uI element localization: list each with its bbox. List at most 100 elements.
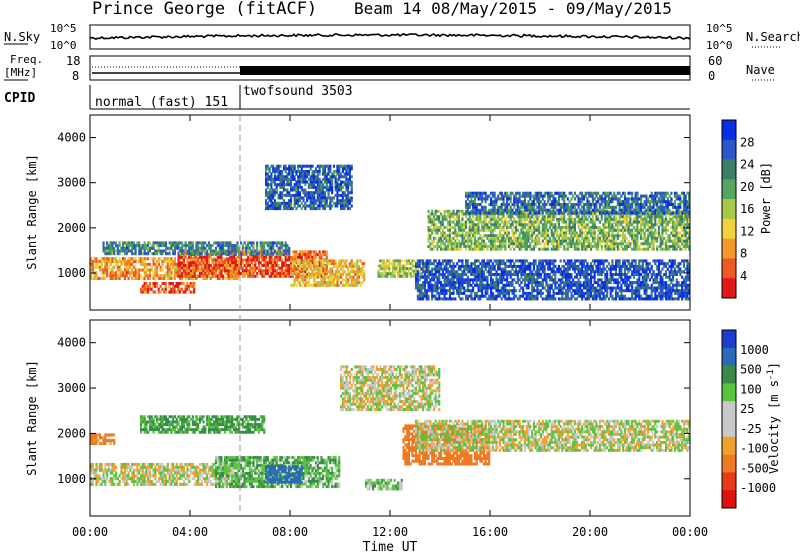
heatmap-cell [606,236,609,240]
heatmap-cell [170,276,173,280]
heatmap-cell [186,258,189,262]
heatmap-cell [284,188,287,192]
heatmap-cell [547,239,550,243]
heatmap-cell [665,247,668,251]
heatmap-cell [265,175,268,179]
heatmap-cell [527,194,530,198]
heatmap-cell [279,204,282,208]
heatmap-cell [220,255,223,259]
heatmap-cell [550,191,553,195]
heatmap-cell [266,191,269,195]
heatmap-cell [123,260,126,264]
heatmap-cell [129,244,132,248]
heatmap-cell [627,200,630,204]
heatmap-cell [515,231,518,235]
heatmap-cell [243,253,246,257]
heatmap-cell [450,247,453,251]
heatmap-cell [473,197,476,201]
heatmap-cell [672,217,675,221]
heatmap-cell [195,244,198,248]
heatmap-cell [559,239,562,243]
heatmap-cell [506,208,509,212]
heatmap-cell [291,283,294,287]
heatmap-cell [613,239,616,243]
heatmap-cell [581,209,584,213]
heatmap-cell [345,183,348,187]
heatmap-cell [340,267,343,271]
heatmap-cell [543,215,546,219]
heatmap-cell [656,245,659,248]
heatmap-cell [566,228,569,232]
heatmap-cell [582,245,585,248]
heatmap-cell [323,196,326,200]
heatmap-cell [552,208,555,212]
heatmap-cell [186,249,189,253]
heatmap-cell [429,217,432,221]
heatmap-cell [254,269,257,273]
heatmap-cell [323,164,326,168]
heatmap-cell [393,269,396,273]
heatmap-cell [507,208,510,212]
heatmap-cell [672,245,675,248]
heatmap-cell [223,269,226,273]
heatmap-cell [327,278,330,282]
heatmap-cell [479,247,482,251]
heatmap-cell [570,231,573,235]
heatmap-cell [677,236,680,240]
heatmap-cell [329,267,332,271]
heatmap-cell [590,245,593,248]
heatmap-cell [216,252,219,256]
heatmap-cell [236,255,239,259]
heatmap-cell [115,249,118,253]
heatmap-cell [602,208,605,212]
heatmap-cell [432,220,435,224]
heatmap-cell [331,191,334,195]
heatmap-cell [547,200,550,204]
heatmap-cell [673,234,676,238]
heatmap-cell [563,220,566,224]
heatmap-cell [138,271,141,275]
heatmap-cell [473,208,476,212]
heatmap-cell [563,200,566,204]
heatmap-cell [91,276,94,280]
heatmap-cell [290,201,293,205]
heatmap-cell [281,241,284,245]
heatmap-cell [434,223,437,227]
heatmap-cell [161,282,164,286]
heatmap-cell [482,228,485,232]
heatmap-cell [213,249,216,253]
heatmap-cell [506,205,509,209]
heatmap-cell [582,197,585,201]
heatmap-cell [518,191,521,195]
heatmap-cell [470,247,473,251]
heatmap-cell [268,177,271,181]
heatmap-cell [104,276,107,280]
heatmap-cell [604,245,607,248]
heatmap-cell [616,200,619,204]
heatmap-cell [590,217,593,221]
heatmap-cell [523,247,526,251]
heatmap-cell [206,249,209,253]
heatmap-cell [316,183,319,187]
heatmap-cell [632,200,635,204]
heatmap-cell [282,199,285,203]
heatmap-cell [182,258,185,262]
heatmap-cell [209,244,212,248]
heatmap-cell [215,258,218,262]
heatmap-cell [645,239,648,243]
heatmap-cell [359,270,362,274]
heatmap-cell [645,200,648,204]
heatmap-cell [265,204,268,208]
heatmap-cell [527,234,530,238]
heatmap-cell [281,269,284,273]
heatmap-cell [506,236,509,240]
heatmap-cell [277,255,280,259]
heatmap-cell [272,180,275,184]
heatmap-cell [143,252,146,256]
heatmap-cell [118,244,121,248]
heatmap-cell [295,273,298,276]
heatmap-cell [509,217,512,221]
heatmap-cell [266,266,269,270]
heatmap-cell [545,242,548,246]
heatmap-cell [213,241,216,245]
